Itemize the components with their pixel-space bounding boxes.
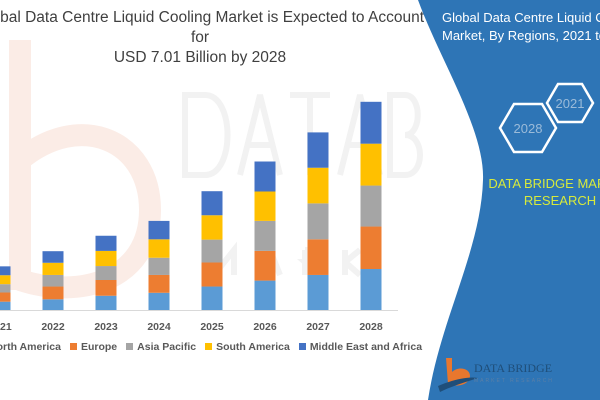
- x-tick-label: 2026: [253, 321, 277, 333]
- bar-segment-2027-south-america: [307, 167, 329, 204]
- bar-segment-2022-asia-pacific: [42, 274, 64, 287]
- bar-segment-2028-europe: [360, 226, 382, 270]
- bar-segment-2027-middle-east-and-africa: [307, 132, 329, 168]
- bar-segment-2022-europe: [42, 286, 64, 300]
- legend-label: Asia Pacific: [137, 341, 197, 353]
- bar-segment-2023-europe: [95, 280, 117, 296]
- bar-segment-2028-asia-pacific: [360, 185, 382, 227]
- bar-segment-2027-asia-pacific: [307, 203, 329, 240]
- bar-segment-2023-north-america: [95, 295, 117, 310]
- legend-item: Asia Pacific: [126, 341, 196, 353]
- bar-segment-2023-middle-east-and-africa: [95, 235, 117, 251]
- legend-swatch: [69, 343, 77, 350]
- legend-item: North America: [0, 341, 61, 353]
- x-tick-label: 2025: [200, 321, 224, 333]
- legend-swatch: [126, 343, 134, 350]
- x-tick-label: 2023: [94, 321, 118, 333]
- logo-subtext: MARKET RESEARCH: [474, 378, 554, 384]
- bar-segment-2026-south-america: [254, 191, 276, 221]
- x-tick-label: 2028: [359, 321, 383, 333]
- bar-segment-2026-europe: [254, 250, 276, 281]
- side-panel-title-line2: Market, By Regions, 2021 to 2028: [442, 28, 600, 43]
- x-tick-label: 2027: [306, 321, 330, 333]
- bar-segment-2022-middle-east-and-africa: [42, 251, 64, 263]
- legend-swatch: [205, 343, 213, 350]
- x-tick-label: 2022: [41, 321, 65, 333]
- legend-item: Middle East and Africa: [298, 341, 423, 353]
- side-panel-title-line1: Global Data Centre Liquid Cooling: [442, 10, 600, 25]
- bar-segment-2023-asia-pacific: [95, 266, 117, 281]
- side-panel-background: [418, 0, 600, 400]
- legend-label: North America: [0, 341, 61, 353]
- watermark-logo: [9, 40, 162, 299]
- bar-segment-2025-south-america: [201, 215, 223, 240]
- brand-line1: DATA BRIDGE MARKET: [488, 176, 600, 191]
- chart-title-line2: USD 7.01 Billion by 2028: [113, 49, 287, 66]
- legend-label: Middle East and Africa: [309, 341, 423, 353]
- bar-segment-2022-south-america: [42, 262, 64, 275]
- bar-segment-2021-asia-pacific: [0, 284, 11, 293]
- chart-title-line1: Global Data Centre Liquid Cooling Market…: [0, 9, 425, 46]
- hexagon-2028: 2028: [498, 102, 558, 154]
- hexagon-2021-label: 2021: [556, 96, 585, 111]
- bar-segment-2025-north-america: [201, 286, 223, 310]
- bar-segment-2021-north-america: [0, 301, 11, 310]
- bar-segment-2026-asia-pacific: [254, 220, 276, 251]
- bar-segment-2024-middle-east-and-africa: [148, 220, 170, 240]
- chart-legend: North America Europe Asia Pacific South Ame…: [0, 341, 431, 353]
- bar-segment-2028-middle-east-and-africa: [360, 101, 382, 144]
- bar-segment-2026-middle-east-and-africa: [254, 161, 276, 192]
- legend-swatch: [298, 343, 306, 350]
- bar-segment-2027-europe: [307, 239, 329, 275]
- legend-item: South America: [205, 341, 290, 353]
- bar-segment-2025-asia-pacific: [201, 239, 223, 263]
- logo-text: DATA BRIDGE: [474, 361, 552, 375]
- bar-segment-2022-north-america: [42, 299, 64, 310]
- bar-segment-2021-europe: [0, 292, 11, 302]
- hexagon-2028-label: 2028: [514, 121, 543, 136]
- legend-label: Europe: [80, 341, 118, 353]
- bar-segment-2024-asia-pacific: [148, 257, 170, 275]
- chart-title: Global Data Centre Liquid Cooling Market…: [0, 8, 430, 68]
- bar-segment-2028-south-america: [360, 143, 382, 186]
- hexagon-2021: 2021: [545, 82, 595, 124]
- x-tick-label: 2024: [147, 321, 171, 333]
- bar-segment-2027-north-america: [307, 274, 329, 310]
- bar-segment-2025-middle-east-and-africa: [201, 191, 223, 216]
- bar-segment-2021-south-america: [0, 275, 11, 285]
- bar-segment-2024-south-america: [148, 239, 170, 258]
- bar-segment-2023-south-america: [95, 250, 117, 267]
- bar-segment-2021-middle-east-and-africa: [0, 266, 11, 276]
- bar-segment-2024-europe: [148, 274, 170, 293]
- legend-label: South America: [216, 341, 290, 353]
- legend-item: Europe: [69, 341, 118, 353]
- bar-segment-2024-north-america: [148, 292, 170, 310]
- brand-line2: RESEARCH: [523, 193, 597, 208]
- x-tick-label: 2021: [0, 321, 12, 333]
- bar-segment-2025-europe: [201, 262, 223, 287]
- data-bridge-logo: DATA BRIDGE MARKET RESEARCH: [438, 358, 554, 392]
- bar-segment-2026-north-america: [254, 280, 276, 310]
- bar-segment-2028-north-america: [360, 269, 382, 310]
- side-panel-title: Global Data Centre Liquid Cooling Market…: [442, 9, 600, 45]
